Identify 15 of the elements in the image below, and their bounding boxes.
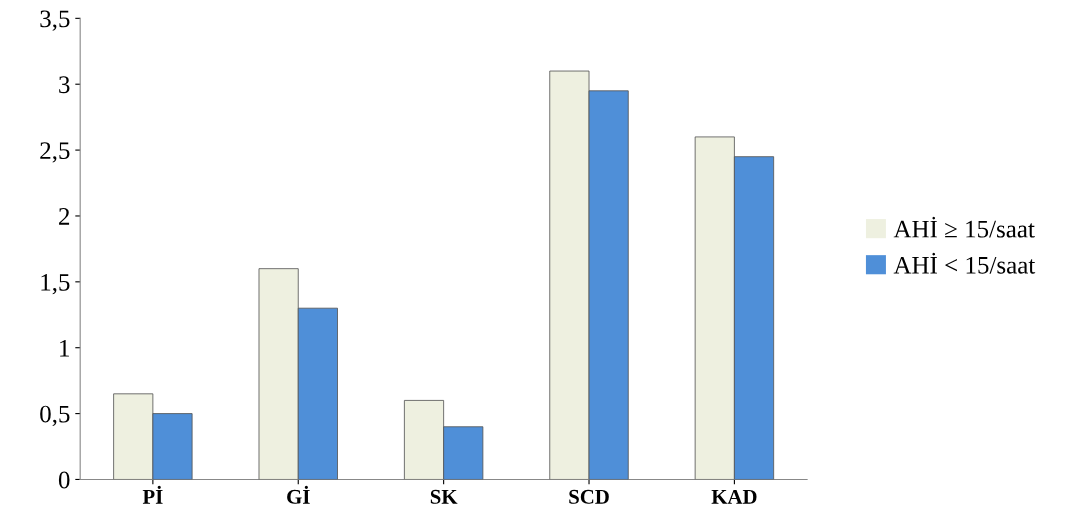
y-tick-label: 2 [59,208,70,225]
x-tick-label: Gİ [287,485,310,504]
x-tick-label: Pİ [142,485,163,504]
y-tick-label: 0,5 [40,405,70,427]
y-tick-label: 1,5 [41,274,70,295]
y-tick-label: 1 [60,339,69,357]
y-tick-label: 3 [59,76,70,94]
x-tick-label: SCD [569,489,609,504]
y-tick-label: 3,5 [40,10,70,31]
x-tick-label: KAD [711,489,757,504]
legend-label: AHİ < 15/saat [893,252,1036,274]
y-tick-label: 0 [58,471,70,489]
legend-label: AHİ ≥ 15/saat [893,216,1035,238]
y-tick-label: 2,5 [40,142,70,163]
x-tick-label: SK [430,489,458,504]
